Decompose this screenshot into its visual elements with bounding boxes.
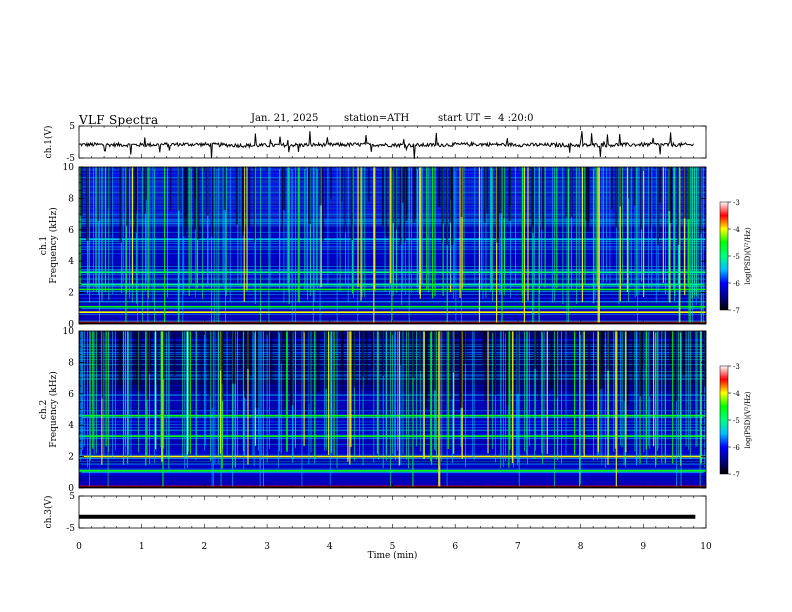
start-time-label: start UT = 4 :20:0 xyxy=(438,113,534,124)
time-axis-tick-label: 9 xyxy=(640,542,646,552)
ch1-spectrogram-panel-ytick-label: 10 xyxy=(63,163,75,173)
time-axis-tick-label: 0 xyxy=(76,542,82,552)
ch1-waveform-panel-ytick-label: -5 xyxy=(66,154,75,164)
ch2-spectrogram-panel-colorbar-tick-label: -4 xyxy=(733,390,740,398)
chart-title: VLF Spectra xyxy=(79,113,159,127)
time-axis-tick-label: 1 xyxy=(139,542,145,552)
observation-date: Jan. 21, 2025 xyxy=(251,113,319,124)
ch2-spectrogram-panel-ytick-label: 4 xyxy=(68,421,74,431)
ch1-waveform-panel: 5 -5 ch.1(V) xyxy=(43,122,707,164)
ch1-spectrogram-panel-ylabel: Frequency (kHz) xyxy=(48,207,59,284)
ch1-spectrogram-panel xyxy=(79,167,706,324)
ch1-spectrogram-panel-colorbar-tick-label: -5 xyxy=(733,253,740,261)
ch2-spectrogram-panel-colorbar-tick-label: -7 xyxy=(733,471,740,479)
ch3-waveform-panel-ytick-label: 5 xyxy=(69,492,75,502)
ch2-spectrogram-panel-ytick-label: 2 xyxy=(68,453,74,463)
ch2-spectrogram-panel-ytick-label: 0 xyxy=(68,484,74,494)
ch1-spectrogram-panel-colorbar xyxy=(719,201,729,311)
ch1-spectrogram-panel-colorbar-tick-label: -7 xyxy=(733,307,740,315)
ch1-spectrogram-panel-colorbar-tick-label: -4 xyxy=(733,226,740,234)
ch1-waveform-panel-ylabel: ch.1(V) xyxy=(43,126,54,159)
ch2-spectrogram-panel-ytick-label: 8 xyxy=(68,358,74,368)
time-axis-tick-label: 2 xyxy=(202,542,208,552)
ch2-spectrogram-panel-ylabel: Frequency (kHz) xyxy=(48,371,59,448)
ch1-spectrogram-panel-ytick-label: 6 xyxy=(68,226,74,236)
ch2-spectrogram-panel xyxy=(79,331,706,488)
ch3-waveform-panel: 5 -5 ch.3(V) xyxy=(43,492,707,534)
ch1-spectrogram-panel-colorbar-tick-label: -3 xyxy=(733,199,740,207)
ch2-spectrogram-panel-ytick-label: 10 xyxy=(63,327,75,337)
station-label: station=ATH xyxy=(344,113,410,124)
ch3-waveform-panel-frame xyxy=(78,495,707,529)
ch2-spectrogram-panel-ylabel-channel: ch.2 xyxy=(39,400,49,419)
ch2-spectrogram-panel-ytick-label: 6 xyxy=(68,390,74,400)
ch1-spectrogram-panel-colorbar-tick-label: -6 xyxy=(733,280,740,288)
ch2-spectrogram-panel-colorbar-tick-label: -6 xyxy=(733,444,740,452)
time-axis-label: Time (min) xyxy=(368,550,418,561)
ch1-waveform-panel-ytick-label: 5 xyxy=(69,122,75,132)
ch2-spectrogram-panel-colorbar xyxy=(719,365,729,475)
ch2-spectrogram-panel-colorbar-tick-label: -5 xyxy=(733,417,740,425)
ch2-spectrogram-panel-colorbar-label: log(PSD)(V²/Hz) xyxy=(744,391,752,448)
ch3-waveform-panel-ylabel: ch.3(V) xyxy=(43,496,54,529)
time-axis-tick-label: 7 xyxy=(515,542,521,552)
ch1-spectrogram-panel-ylabel-channel: ch.1 xyxy=(39,236,49,255)
ch3-waveform-panel-ytick-label: -5 xyxy=(66,524,75,534)
ch1-waveform-panel-trace xyxy=(78,131,694,159)
ch1-spectrogram-panel-ytick-label: 2 xyxy=(68,289,74,299)
time-axis-tick-label: 8 xyxy=(578,542,584,552)
ch1-waveform-panel-frame xyxy=(78,125,707,159)
time-axis-tick-label: 4 xyxy=(327,542,333,552)
time-axis-tick-label: 5 xyxy=(390,542,396,552)
time-axis-tick-label: 6 xyxy=(452,542,458,552)
ch2-spectrogram-panel-colorbar-tick-label: -3 xyxy=(733,363,740,371)
ch1-spectrogram-panel-colorbar-label: log(PSD)(V²/Hz) xyxy=(744,227,752,284)
ch1-spectrogram-panel-ytick-label: 8 xyxy=(68,194,74,204)
ch1-spectrogram-panel-ytick-label: 4 xyxy=(68,257,74,267)
time-axis-tick-label: 3 xyxy=(264,542,270,552)
ch1-spectrogram-panel-ytick-label: 0 xyxy=(68,320,74,330)
time-axis-tick-label: 10 xyxy=(700,542,712,552)
